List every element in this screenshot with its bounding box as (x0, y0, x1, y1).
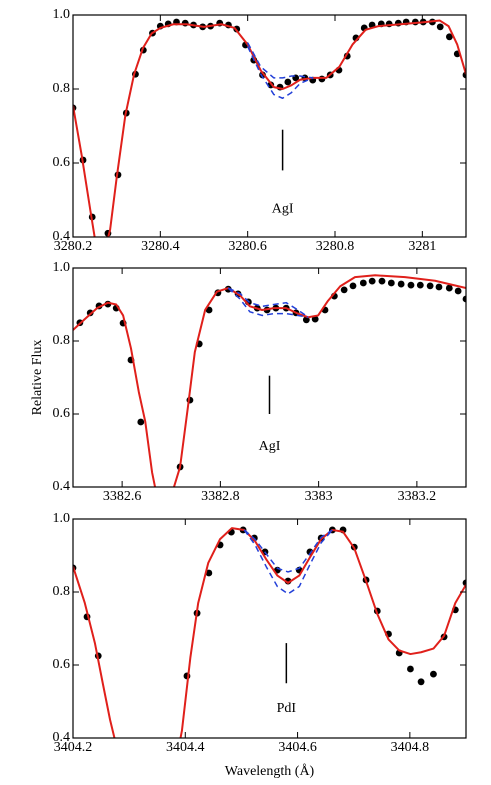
annotation: AgI (259, 439, 281, 454)
y-tick-label: 0.4 (53, 479, 71, 494)
plot-area (73, 526, 466, 738)
axes-frame (72, 518, 467, 739)
y-tick-label: 1.0 (53, 260, 71, 275)
data-point (426, 282, 434, 290)
data-point (359, 279, 367, 287)
data-point (407, 665, 414, 673)
data-point (397, 280, 405, 288)
data-point (284, 78, 292, 86)
data-point (462, 295, 466, 303)
data-point (181, 19, 189, 27)
data-point (378, 277, 386, 285)
data-point (137, 418, 145, 426)
x-tick-label: 3280.4 (141, 239, 180, 254)
data-point (259, 71, 266, 79)
y-tick-label: 0.6 (53, 406, 71, 421)
y-tick-label: 1.0 (53, 511, 71, 526)
y-tick-label: 0.4 (53, 229, 71, 244)
x-tick-label: 3383 (305, 489, 333, 504)
x-tick-label: 3280.2 (54, 239, 93, 254)
y-tick-label: 0.8 (53, 584, 71, 599)
model-dashed (246, 46, 314, 99)
data-point (430, 670, 437, 678)
data-point (436, 23, 444, 31)
x-tick-label: 3404.6 (278, 740, 317, 755)
model-dashed (227, 287, 309, 319)
axes-frame (72, 267, 467, 488)
model-line (73, 19, 466, 237)
x-tick-label: 3382.6 (103, 489, 142, 504)
data-point (318, 75, 326, 83)
y-tick-label: 0.6 (53, 155, 71, 170)
data-point (387, 279, 395, 287)
data-point (407, 281, 415, 289)
model-dashed (243, 529, 333, 595)
x-tick-label: 3382.8 (201, 489, 240, 504)
x-tick-label: 3404.2 (54, 740, 93, 755)
model-line (73, 527, 466, 738)
data-point (349, 282, 357, 290)
data-point (311, 315, 319, 323)
data-point (446, 33, 453, 41)
model-line (73, 274, 466, 487)
model-dashed (243, 529, 333, 573)
x-tick-label: 3281 (408, 239, 436, 254)
x-tick-label: 3280.6 (228, 239, 267, 254)
x-tick-label: 3280.8 (316, 239, 355, 254)
y-tick-label: 0.8 (53, 81, 71, 96)
plot-area (73, 18, 466, 237)
annotation: AgI (272, 201, 294, 216)
data-point (435, 283, 443, 291)
x-tick-label: 3404.8 (391, 740, 430, 755)
data-point (417, 678, 425, 686)
data-point (445, 284, 453, 292)
model-dashed (247, 42, 314, 79)
axes-frame (72, 14, 467, 238)
y-tick-label: 0.8 (53, 333, 71, 348)
x-axis-label: Wavelength (Å) (225, 763, 315, 779)
y-tick-label: 0.4 (53, 730, 71, 745)
x-tick-label: 3383.2 (398, 489, 437, 504)
model-dashed (227, 287, 309, 318)
data-point (454, 287, 462, 295)
data-point (368, 277, 376, 285)
y-axis-label: Relative Flux (30, 340, 45, 416)
annotation: PdI (277, 701, 297, 716)
y-tick-label: 1.0 (53, 7, 71, 22)
data-point (416, 281, 424, 289)
x-tick-label: 3404.4 (166, 740, 205, 755)
y-tick-label: 0.6 (53, 657, 71, 672)
plot-area (73, 274, 466, 487)
data-point (340, 286, 348, 294)
